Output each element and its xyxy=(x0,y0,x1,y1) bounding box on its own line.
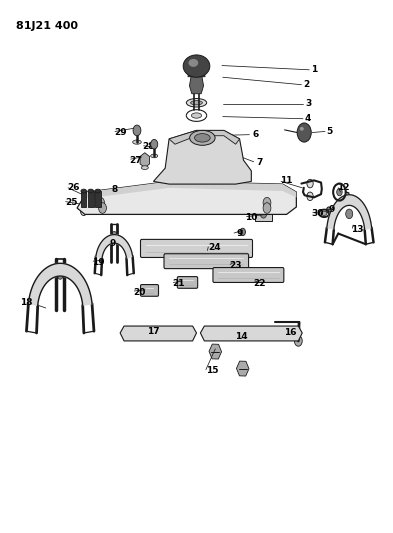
Polygon shape xyxy=(87,181,296,198)
Text: 9: 9 xyxy=(109,239,116,248)
Circle shape xyxy=(307,179,313,188)
Ellipse shape xyxy=(81,206,87,210)
Polygon shape xyxy=(169,131,240,144)
Bar xyxy=(154,329,160,337)
Text: 4: 4 xyxy=(305,114,311,123)
Polygon shape xyxy=(120,326,196,341)
FancyBboxPatch shape xyxy=(213,268,284,282)
Circle shape xyxy=(327,207,331,213)
Text: 3: 3 xyxy=(305,99,311,108)
FancyBboxPatch shape xyxy=(177,277,198,288)
Circle shape xyxy=(307,192,313,200)
Ellipse shape xyxy=(300,127,304,131)
Text: 11: 11 xyxy=(280,176,293,185)
Ellipse shape xyxy=(95,189,101,193)
Text: 17: 17 xyxy=(147,327,160,336)
Ellipse shape xyxy=(81,189,86,193)
Text: 29: 29 xyxy=(114,128,127,137)
Text: 24: 24 xyxy=(208,244,220,253)
Polygon shape xyxy=(28,263,92,305)
Circle shape xyxy=(151,140,158,149)
Bar xyxy=(133,329,139,337)
Circle shape xyxy=(263,203,271,213)
Text: 15: 15 xyxy=(206,366,219,375)
Circle shape xyxy=(260,209,266,218)
Text: 16: 16 xyxy=(284,328,297,337)
Text: 10: 10 xyxy=(245,213,257,222)
Bar xyxy=(95,191,101,207)
Text: 7: 7 xyxy=(256,158,263,167)
Text: 13: 13 xyxy=(351,225,363,234)
Circle shape xyxy=(133,125,141,136)
Circle shape xyxy=(263,197,271,208)
Text: 81J21 400: 81J21 400 xyxy=(17,21,78,31)
Text: 22: 22 xyxy=(253,279,265,288)
Bar xyxy=(176,329,182,337)
Text: 26: 26 xyxy=(67,183,79,192)
Ellipse shape xyxy=(195,134,210,142)
Text: 6: 6 xyxy=(252,130,258,139)
Ellipse shape xyxy=(190,131,215,146)
Polygon shape xyxy=(153,131,252,184)
Ellipse shape xyxy=(151,154,158,158)
Ellipse shape xyxy=(133,140,141,144)
Ellipse shape xyxy=(141,166,148,169)
Ellipse shape xyxy=(189,59,198,67)
Text: 23: 23 xyxy=(230,261,242,270)
Ellipse shape xyxy=(195,131,204,139)
Text: 2: 2 xyxy=(303,80,309,89)
Ellipse shape xyxy=(88,189,94,193)
Text: 12: 12 xyxy=(337,183,350,192)
Bar xyxy=(256,329,262,337)
Circle shape xyxy=(112,231,117,238)
Text: 9: 9 xyxy=(329,205,335,214)
Polygon shape xyxy=(189,77,204,94)
FancyBboxPatch shape xyxy=(141,285,158,296)
Text: 19: 19 xyxy=(92,258,105,266)
Ellipse shape xyxy=(321,211,327,215)
Circle shape xyxy=(346,209,353,219)
Circle shape xyxy=(240,228,246,236)
Ellipse shape xyxy=(183,55,210,77)
Text: 9: 9 xyxy=(237,229,243,238)
Circle shape xyxy=(99,203,107,213)
Text: 21: 21 xyxy=(173,279,185,288)
Text: 27: 27 xyxy=(129,156,142,165)
Ellipse shape xyxy=(186,99,207,107)
Circle shape xyxy=(294,336,302,346)
Text: 1: 1 xyxy=(311,66,317,74)
Circle shape xyxy=(297,123,311,142)
Bar xyxy=(213,329,219,337)
FancyBboxPatch shape xyxy=(164,254,249,269)
Text: 18: 18 xyxy=(20,298,32,307)
Polygon shape xyxy=(77,181,296,214)
Circle shape xyxy=(337,188,342,196)
Polygon shape xyxy=(327,195,371,229)
Bar xyxy=(88,191,94,207)
Bar xyxy=(233,329,239,337)
Ellipse shape xyxy=(88,206,94,210)
Circle shape xyxy=(97,197,105,208)
Polygon shape xyxy=(96,235,132,258)
Ellipse shape xyxy=(95,206,101,210)
Text: 30: 30 xyxy=(312,209,324,218)
Text: 28: 28 xyxy=(143,142,155,151)
Polygon shape xyxy=(200,326,302,341)
Text: 25: 25 xyxy=(65,198,77,207)
Bar xyxy=(279,329,286,337)
Circle shape xyxy=(57,272,63,279)
Bar xyxy=(81,191,86,207)
Text: 20: 20 xyxy=(134,287,146,296)
Text: 8: 8 xyxy=(111,185,118,194)
Polygon shape xyxy=(188,70,205,77)
Ellipse shape xyxy=(191,101,202,105)
Text: 14: 14 xyxy=(235,332,248,341)
FancyBboxPatch shape xyxy=(141,239,252,257)
Ellipse shape xyxy=(191,113,202,118)
Bar xyxy=(255,207,272,221)
Text: 5: 5 xyxy=(327,127,333,136)
Circle shape xyxy=(118,237,123,245)
